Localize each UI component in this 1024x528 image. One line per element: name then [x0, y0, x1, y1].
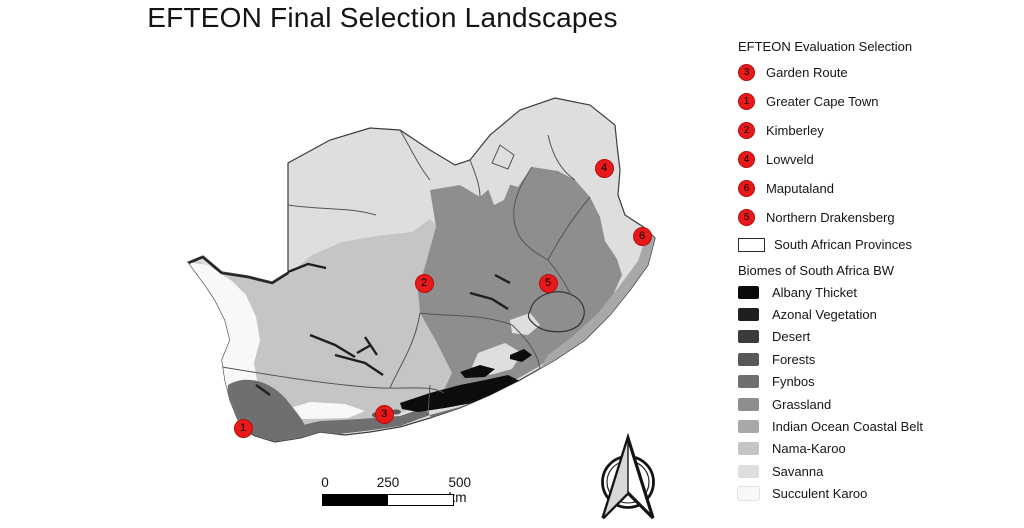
site-marker-icon: 5: [738, 209, 755, 226]
legend-item-lowveld: 4 Lowveld: [738, 145, 1024, 174]
site-label: Northern Drakensberg: [766, 210, 895, 225]
site-marker-icon: 2: [738, 122, 755, 139]
biome-savanna-patch: [510, 313, 540, 335]
legend-item-grassland: Grassland: [738, 393, 1024, 415]
biome-label: Desert: [772, 329, 811, 345]
biome-swatch-icon: [738, 442, 759, 456]
scale-bar-rect: [322, 494, 454, 506]
biome-swatch-icon: [738, 375, 759, 389]
map-marker-maputaland: 6: [632, 226, 652, 246]
biome-desert: [188, 253, 290, 285]
legend-item-albany-thicket: Albany Thicket: [738, 281, 1024, 303]
map-marker-greater-cape-town: 1: [233, 418, 253, 438]
biome-succulent-karoo: [188, 262, 260, 415]
biome-label: Grassland: [772, 396, 832, 412]
site-marker-icon: 1: [738, 93, 755, 110]
legend-item-fynbos: Fynbos: [738, 371, 1024, 393]
site-label: Garden Route: [766, 65, 848, 80]
legend-item-nama-karoo: Nama-Karoo: [738, 438, 1024, 460]
biome-label: Succulent Karoo: [772, 486, 868, 502]
province-borders: [221, 129, 591, 416]
legend-item-provinces: South African Provinces: [738, 232, 1024, 257]
scale-tick-250: 250: [376, 475, 400, 490]
legend-item-kimberley: 2 Kimberley: [738, 116, 1024, 145]
south-africa-biome-map: [187, 97, 656, 443]
site-label: Greater Cape Town: [766, 94, 879, 109]
biome-label: Indian Ocean Coastal Belt: [772, 419, 924, 435]
legend-biomes-header: Biomes of South Africa BW: [738, 263, 895, 278]
lesotho-border: [527, 291, 585, 333]
biome-coastal-belt: [540, 237, 655, 369]
map-marker-garden-route: 3: [374, 404, 394, 424]
legend-item-azonal-vegetation: Azonal Vegetation: [738, 303, 1024, 325]
biome-label: Nama-Karoo: [772, 441, 846, 457]
legend-item-maputaland: 6 Maputaland: [738, 174, 1024, 203]
biome-succulent-karoo: [278, 402, 365, 419]
provinces-label: South African Provinces: [774, 237, 913, 252]
legend-item-savanna: Savanna: [738, 460, 1024, 482]
biome-swatch-icon: [738, 464, 759, 478]
biome-swatch-icon: [737, 486, 760, 502]
map-marker-northern-drakensberg: 5: [538, 273, 558, 293]
scale-bar-filled-half: [323, 495, 388, 505]
biome-swatch-icon: [738, 352, 759, 366]
map-marker-kimberley: 2: [414, 273, 434, 293]
biome-label: Fynbos: [772, 374, 815, 390]
site-marker-icon: 4: [738, 151, 755, 168]
site-label: Lowveld: [766, 152, 814, 167]
legend-item-desert: Desert: [738, 326, 1024, 348]
biome-label: Azonal Vegetation: [772, 307, 877, 323]
site-marker-icon: 3: [738, 64, 755, 81]
biome-swatch-icon: [738, 397, 759, 411]
biome-albany-thicket: [400, 375, 520, 412]
biome-grassland: [418, 167, 622, 403]
site-marker-icon: 6: [738, 180, 755, 197]
biome-swatch-icon: [738, 285, 759, 299]
biome-albany-thicket: [510, 349, 532, 362]
page-title: EFTEON Final Selection Landscapes: [147, 2, 618, 33]
map-marker-lowveld: 4: [594, 158, 614, 178]
biome-fynbos: [286, 408, 430, 437]
legend: EFTEON Evaluation Selection 3 Garden Rou…: [737, 36, 1024, 505]
biome-label: Savanna: [772, 463, 824, 479]
scale-tick-0: 0: [321, 475, 329, 490]
site-label: Kimberley: [766, 123, 824, 138]
biome-swatch-icon: [738, 420, 759, 434]
biome-forests: [391, 409, 401, 415]
biome-azonal: [255, 262, 511, 396]
legend-item-northern-drakensberg: 5 Northern Drakensberg: [738, 203, 1024, 232]
legend-item-greater-cape-town: 1 Greater Cape Town: [738, 87, 1024, 116]
legend-item-forests: Forests: [738, 348, 1024, 370]
legend-item-garden-route: 3 Garden Route: [738, 58, 1024, 87]
biome-savanna-tongue: [484, 150, 512, 205]
biome-albany-thicket: [460, 365, 495, 378]
north-arrow-compass-icon: [601, 432, 655, 520]
provinces-swatch-icon: [738, 237, 765, 252]
biome-swatch-icon: [738, 330, 759, 344]
site-label: Maputaland: [766, 181, 834, 196]
legend-selection-header: EFTEON Evaluation Selection: [738, 39, 913, 54]
legend-item-succulent-karoo: Succulent Karoo: [737, 483, 1024, 505]
biome-label: Forests: [772, 351, 816, 367]
biome-label: Albany Thicket: [772, 284, 858, 300]
biome-swatch-icon: [738, 308, 759, 322]
legend-item-indian-ocean-coastal-belt: Indian Ocean Coastal Belt: [738, 415, 1024, 437]
scale-bar: 0 250 500 km: [321, 475, 492, 511]
